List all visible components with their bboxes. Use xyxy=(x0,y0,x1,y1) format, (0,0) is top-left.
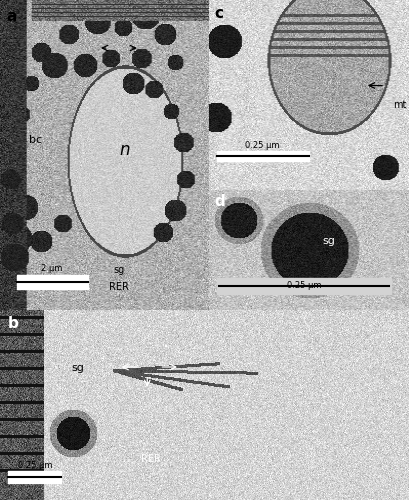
Text: b: b xyxy=(8,316,19,330)
Text: 0.25 μm: 0.25 μm xyxy=(18,461,52,470)
Text: 0.25 μm: 0.25 μm xyxy=(245,141,280,150)
Text: c: c xyxy=(215,6,224,20)
Text: RER: RER xyxy=(109,282,129,292)
Text: sg: sg xyxy=(322,236,335,246)
Text: d: d xyxy=(215,194,225,208)
Text: bc: bc xyxy=(29,134,42,144)
Text: mt: mt xyxy=(393,100,407,110)
Text: RER: RER xyxy=(142,454,161,464)
Text: 0.25 μm: 0.25 μm xyxy=(287,282,321,290)
Text: sg: sg xyxy=(71,363,84,373)
Text: a: a xyxy=(6,10,17,24)
Text: n: n xyxy=(120,141,130,159)
Text: sg: sg xyxy=(113,265,124,275)
Text: 2 μm: 2 μm xyxy=(41,264,63,273)
